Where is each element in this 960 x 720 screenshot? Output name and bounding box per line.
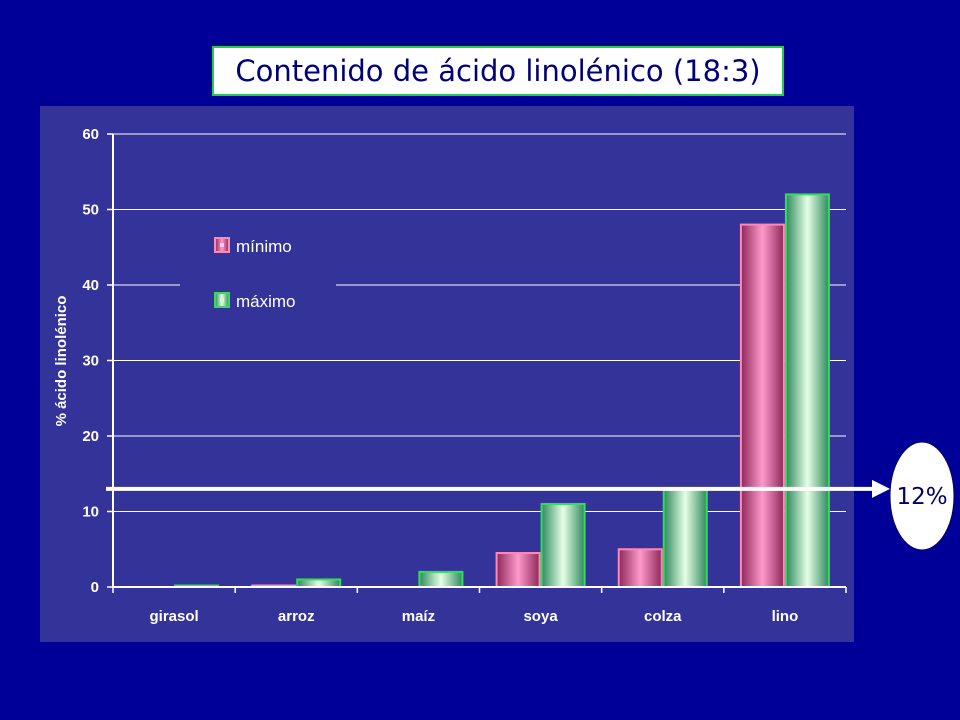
bar-minimo-5 [739, 223, 785, 588]
x-tick-label: colza [644, 608, 682, 625]
chart-title: Contenido de ácido linolénico (18:3) [212, 46, 784, 96]
bars [174, 193, 830, 589]
y-tick-label: 40 [82, 277, 99, 294]
axes: 0 10 20 30 40 50 60 girasol arroz maíz soya colza li… [82, 126, 847, 625]
threshold-badge [889, 441, 955, 551]
bar-minimo-3 [495, 552, 541, 589]
y-tick-label: 10 [82, 504, 99, 521]
x-tick-label: girasol [149, 608, 198, 625]
bar-maximo-1 [296, 578, 342, 589]
plot-background [40, 106, 854, 642]
x-tick-label: soya [523, 608, 558, 625]
y-tick-label: 0 [91, 579, 99, 596]
legend-label-minimo: mínimo [236, 237, 292, 256]
y-tick-label: 60 [82, 126, 99, 143]
y-tick-label: 20 [82, 428, 99, 445]
bar-maximo-2 [418, 570, 464, 589]
legend-box [180, 225, 336, 325]
y-axis-title: % ácido linolénico [53, 296, 70, 427]
bar-minimo-4 [617, 548, 663, 588]
threshold-arrow-head [872, 479, 890, 498]
legend: mínimo máximo [180, 225, 336, 325]
threshold-marker: 12% [106, 441, 955, 551]
threshold-label: 12% [896, 484, 947, 510]
x-tick-label: lino [772, 608, 799, 625]
bar-maximo-5 [784, 193, 830, 588]
legend-swatch-minimo-center [220, 243, 224, 247]
bar-maximo-3 [540, 502, 586, 589]
bar-maximo-4 [662, 487, 708, 589]
y-tick-label: 50 [82, 202, 99, 219]
x-tick-label: maíz [402, 608, 435, 625]
y-tick-label: 30 [82, 353, 99, 370]
x-tick-label: arroz [278, 608, 315, 625]
legend-swatch-maximo-center [220, 298, 224, 302]
legend-label-maximo: máximo [236, 292, 296, 311]
grid-lines [113, 133, 846, 512]
